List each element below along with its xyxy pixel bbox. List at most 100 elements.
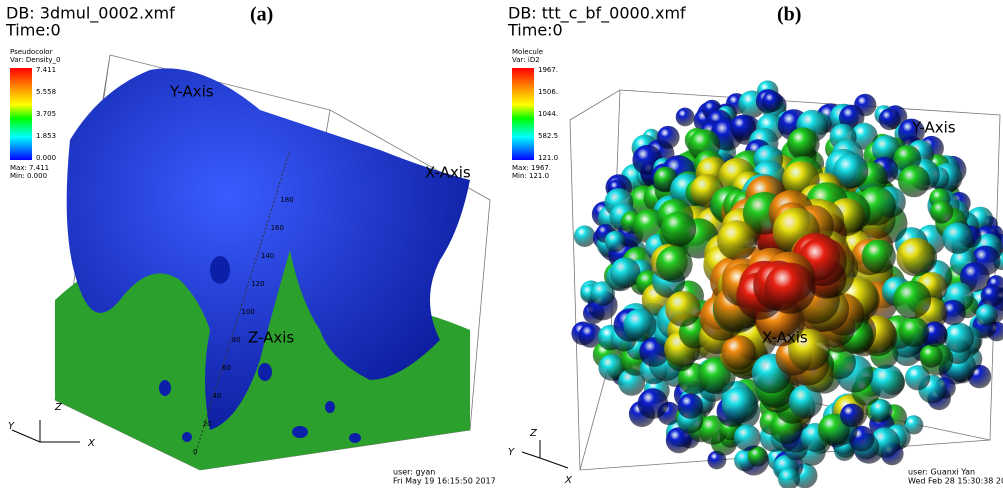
sphere — [590, 281, 615, 306]
bubbles — [159, 256, 361, 443]
sphere — [675, 107, 695, 127]
colorbar — [10, 68, 32, 160]
sphere — [787, 127, 820, 161]
legend-plot: Pseudocolor — [10, 48, 53, 56]
colorbar-tick-label: 0.000 — [36, 154, 56, 162]
legend-var: Var: iD2 — [512, 56, 540, 64]
sphere — [762, 91, 783, 113]
z-tick-label: 40 — [212, 392, 221, 400]
x-axis-title: X-Axis — [762, 329, 808, 347]
z-axis-line — [194, 149, 291, 456]
legend-max: Max: 7.411 — [10, 164, 49, 172]
colorbar-tick-label: 1.853 — [36, 132, 56, 140]
time: Time:0 — [5, 21, 61, 40]
legend-min: Min: 121.0 — [512, 172, 549, 180]
x-axis-title: X-Axis — [425, 164, 471, 182]
colorbar-tick-label: 1506. — [538, 88, 558, 96]
sphere — [870, 364, 905, 399]
sphere — [573, 225, 596, 247]
sphere — [898, 165, 930, 198]
z-tick-label: 0 — [193, 448, 197, 456]
sphere — [665, 427, 692, 454]
spheres — [571, 80, 1003, 488]
sphere — [943, 322, 975, 353]
triad — [521, 440, 569, 469]
triad-y: Y — [8, 421, 15, 432]
sphere — [896, 237, 936, 277]
sphere — [656, 125, 680, 149]
sphere — [733, 424, 761, 452]
colorbar-ticks: 7.411 5.558 3.705 1.853 0.000 — [36, 66, 56, 162]
colorbar-tick-label: 1044. — [538, 110, 558, 118]
z-tick-label: 60 — [222, 364, 231, 372]
sphere — [578, 323, 603, 348]
triad-x: X — [564, 475, 573, 486]
sphere — [609, 257, 641, 289]
z-tick-label: 140 — [261, 252, 274, 260]
sphere — [861, 239, 896, 274]
colorbar-tick-label: 1967. — [538, 66, 558, 74]
sphere — [788, 328, 830, 371]
sphere — [893, 280, 932, 319]
sphere — [980, 284, 1003, 308]
sphere — [788, 384, 823, 419]
sphere — [975, 304, 998, 327]
sphere — [604, 230, 626, 252]
sphere — [904, 415, 924, 435]
z-tick-label: 20 — [203, 420, 212, 428]
sphere — [764, 262, 816, 314]
z-tick-label: 160 — [271, 224, 284, 232]
db-name: DB: ttt_c_bf_0000.xmf — [508, 4, 686, 24]
legend-plot: Molecule — [512, 48, 543, 56]
sphere — [717, 220, 757, 261]
colorbar-tick-label: 7.411 — [36, 66, 56, 74]
triad-z: Z — [54, 402, 63, 413]
z-tick-label: 180 — [280, 196, 293, 204]
sphere — [898, 316, 930, 348]
triad-z: Z — [529, 428, 538, 439]
colorbar-tick-label: 3.705 — [36, 110, 56, 118]
sphere — [698, 415, 728, 445]
legend-min: Min: 0.000 — [10, 172, 47, 180]
z-tick-label: 120 — [251, 280, 264, 288]
colorbar-ticks: 1967. 1506. 1044. 582.5 121.0 — [538, 66, 558, 162]
sphere — [623, 308, 657, 342]
z-axis-title: Z-Axis — [248, 329, 294, 347]
z-tick-label: 80 — [232, 336, 241, 344]
sphere — [721, 335, 757, 370]
user: user: gyan — [393, 468, 435, 477]
sphere — [840, 403, 864, 428]
sphere — [729, 114, 757, 141]
triad — [11, 420, 80, 443]
legend-var: Var: Density_0 — [10, 56, 60, 64]
date: Wed Feb 28 15:30:38 20 — [908, 477, 1003, 486]
y-axis-title: Y-Axis — [169, 83, 214, 101]
blue-fluid — [66, 68, 471, 430]
date: Fri May 19 16:15:50 2017 — [393, 477, 496, 486]
sphere — [721, 386, 759, 424]
sphere — [747, 446, 768, 467]
colorbar — [512, 68, 534, 160]
sphere — [778, 467, 800, 488]
sphere — [905, 365, 931, 391]
panel-a: 0 20 40 60 80 100 120 140 160 180 DB: 3dmul_0002.… — [5, 4, 496, 486]
triad-x: X — [87, 438, 96, 449]
y-axis-title: Y-Axis — [911, 119, 956, 137]
sphere — [940, 299, 966, 326]
sphere — [598, 354, 625, 381]
sphere — [661, 211, 697, 247]
sphere — [869, 399, 893, 422]
colorbar-tick-label: 582.5 — [538, 132, 558, 140]
triad-y: Y — [508, 447, 515, 458]
sphere — [919, 344, 943, 368]
sphere — [878, 108, 901, 131]
sphere — [930, 200, 954, 224]
sphere — [637, 388, 669, 419]
sphere — [872, 135, 901, 164]
sphere — [677, 393, 704, 419]
user: user: Guanxi Yan — [908, 468, 975, 477]
sphere — [839, 104, 865, 131]
legend-max: Max: 1967. — [512, 164, 551, 172]
sphere — [656, 245, 693, 283]
